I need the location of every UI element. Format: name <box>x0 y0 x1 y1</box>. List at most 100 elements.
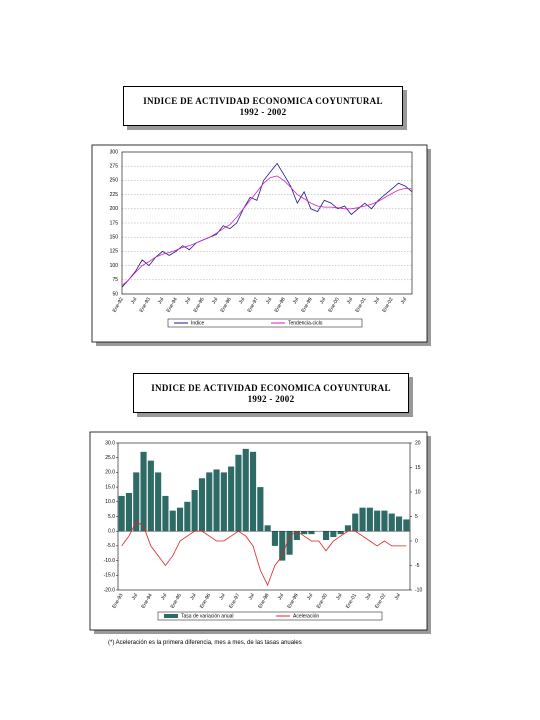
bar <box>235 454 242 532</box>
x-tick-label: Jul <box>277 593 285 602</box>
bar <box>395 516 403 532</box>
x-tick-label: Jul <box>292 297 300 306</box>
x-tick-label: Jul <box>131 593 139 602</box>
bar <box>301 531 308 535</box>
footnote: (*) Aceleración es la primera diferencia… <box>108 640 302 646</box>
y-tick-label: 100 <box>110 263 119 269</box>
bar <box>330 531 337 538</box>
bar <box>359 507 366 532</box>
series-line <box>121 162 413 288</box>
y-tick-label: 250 <box>110 178 119 184</box>
x-tick-label: Jul <box>319 297 327 306</box>
x-tick-label: Jul <box>265 297 273 306</box>
y-tick-label: -10.0 <box>104 558 116 564</box>
x-tick-label: Jul <box>218 593 226 602</box>
bar <box>147 460 154 532</box>
y-tick-label: 300 <box>110 149 119 155</box>
bar <box>403 519 410 532</box>
x-tick-label: Jul <box>130 297 138 306</box>
x-tick-label: Jul <box>184 297 192 306</box>
bar <box>176 507 184 532</box>
x-tick-label: Jul <box>394 593 402 602</box>
y-tick-label: 10.0 <box>105 499 115 505</box>
bar <box>206 472 213 532</box>
y-tick-label: 225 <box>110 192 119 198</box>
bar <box>198 478 206 532</box>
bar <box>213 469 220 532</box>
legend-label: Tasa de variación anual <box>181 613 234 619</box>
y-tick-label: 175 <box>110 220 119 226</box>
bar <box>337 531 344 535</box>
bar <box>184 501 191 532</box>
y-tick-label: 275 <box>110 164 119 170</box>
series-line <box>121 520 407 587</box>
title-box: INDICE DE ACTIVIDAD ECONOMICA COYUNTURAL… <box>123 86 403 126</box>
x-tick-label: Jul <box>364 593 372 602</box>
legend-label: Tendencia-ciclo <box>288 320 323 326</box>
y2-tick-label: 20 <box>415 440 421 446</box>
bar <box>155 472 162 532</box>
y-tick-label: 20.0 <box>105 470 115 476</box>
bar <box>257 487 264 532</box>
y-tick-label: 30.0 <box>105 440 115 446</box>
bar <box>374 510 381 532</box>
bar <box>352 513 359 532</box>
bar <box>249 451 257 532</box>
x-tick-label: Jul <box>238 297 246 306</box>
x-tick-label: Jul <box>248 593 256 602</box>
series-line <box>121 175 413 286</box>
chart-frame <box>91 144 428 343</box>
x-tick-label: Jul <box>157 297 165 306</box>
title: INDICE DE ACTIVIDAD ECONOMICA COYUNTURAL <box>151 383 391 393</box>
bar <box>279 531 286 561</box>
bar <box>381 510 388 532</box>
bar <box>388 513 395 532</box>
x-tick-label: Jul <box>346 297 354 306</box>
bar <box>125 492 133 532</box>
legend-swatch <box>164 614 178 618</box>
y-tick-label: 25.0 <box>105 455 115 461</box>
title-box: INDICE DE ACTIVIDAD ECONOMICA COYUNTURAL… <box>133 373 409 413</box>
subtitle: 1992 - 2002 <box>239 107 287 117</box>
y2-tick-label: -5 <box>415 563 420 569</box>
bar <box>140 451 147 532</box>
title: INDICE DE ACTIVIDAD ECONOMICA COYUNTURAL <box>143 96 383 106</box>
bar <box>242 448 249 532</box>
y-tick-label: 150 <box>110 235 119 241</box>
y-tick-label: 15.0 <box>105 484 115 490</box>
bar <box>271 531 279 546</box>
x-tick-label: Jul <box>306 593 314 602</box>
x-tick-label: Jul <box>211 297 219 306</box>
y-tick-label: -15.0 <box>104 573 116 579</box>
y-tick-label: 75 <box>112 277 118 283</box>
bar <box>322 531 330 541</box>
x-tick-label: Jul <box>189 593 197 602</box>
bar <box>344 525 352 532</box>
y2-tick-label: 15 <box>415 465 421 471</box>
bar <box>118 495 125 532</box>
bar <box>133 472 140 532</box>
bar <box>162 495 169 532</box>
bar <box>286 531 293 555</box>
y-tick-label: 0.0 <box>108 529 115 535</box>
bar <box>293 531 300 541</box>
bar <box>366 507 373 532</box>
legend-label: Aceleración <box>293 613 319 619</box>
bar <box>264 525 271 532</box>
y2-tick-label: 10 <box>415 489 421 495</box>
x-tick-label: Jul <box>160 593 168 602</box>
y2-tick-label: 5 <box>415 514 418 520</box>
subtitle: 1992 - 2002 <box>247 394 295 404</box>
x-tick-label: Jul <box>335 593 343 602</box>
y2-tick-label: 0 <box>415 538 418 544</box>
y-tick-label: -20.0 <box>104 587 116 593</box>
y-tick-label: 5.0 <box>108 514 115 520</box>
legend-box <box>167 318 363 328</box>
y-tick-label: -5.0 <box>106 543 115 549</box>
x-tick-label: Jul <box>373 297 381 306</box>
y2-tick-label: -10 <box>415 587 422 593</box>
legend-box <box>157 611 383 621</box>
bar <box>308 531 315 535</box>
x-tick-label: Jul <box>400 297 408 306</box>
